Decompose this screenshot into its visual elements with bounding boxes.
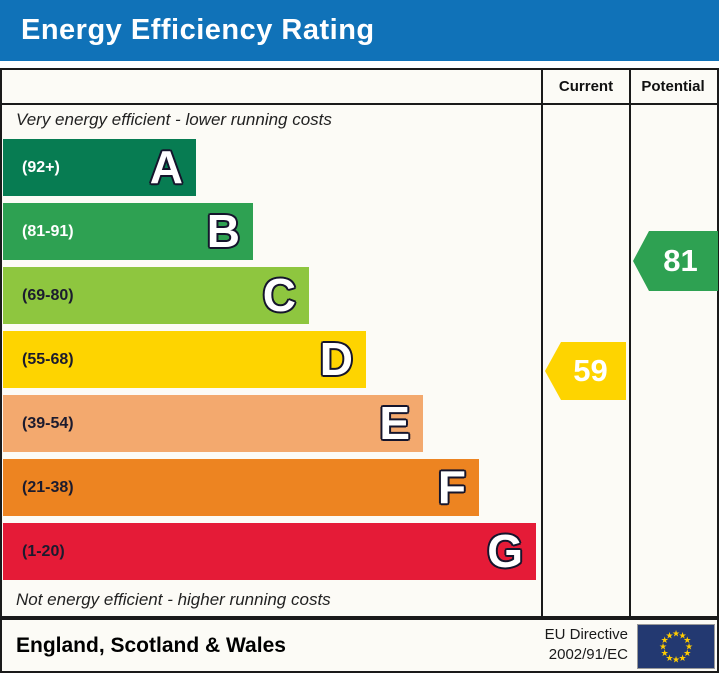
band-row: (81-91) B	[3, 203, 253, 260]
band-range: (69-80)	[22, 287, 74, 304]
band-range: (39-54)	[22, 415, 74, 432]
svg-text:★: ★	[665, 654, 673, 664]
band-row: (39-54) E	[3, 395, 423, 452]
eu-directive-line2: 2002/91/EC	[548, 646, 628, 663]
title-bar: Energy Efficiency Rating	[0, 0, 719, 61]
band-letter: B	[206, 205, 240, 257]
band-range: (21-38)	[22, 479, 74, 496]
svg-text:★: ★	[672, 656, 680, 666]
band-range: (92+)	[22, 159, 60, 176]
potential-column-header: Potential	[641, 78, 705, 95]
current-rating-arrow: 59	[545, 342, 626, 400]
potential-rating-value: 81	[663, 243, 698, 278]
energy-rating-chart: Current Potential Very energy efficient …	[0, 68, 719, 618]
footer: England, Scotland & Wales EU Directive 2…	[0, 618, 719, 673]
band-row: (55-68) D	[3, 331, 366, 388]
band-letter: D	[319, 333, 353, 385]
band-letter: E	[379, 397, 410, 449]
eu-directive-label: EU Directive 2002/91/EC	[545, 625, 628, 665]
eu-flag-icon: ★ ★ ★ ★ ★ ★ ★ ★ ★ ★ ★ ★	[637, 624, 715, 669]
band-letter: F	[437, 461, 466, 513]
current-rating-value: 59	[573, 353, 608, 388]
band-row: (69-80) C	[3, 267, 309, 324]
svg-text:★: ★	[661, 636, 669, 646]
bottom-note: Not energy efficient - higher running co…	[16, 590, 331, 609]
current-column-divider	[541, 70, 543, 616]
band-row: (1-20) G	[3, 523, 536, 580]
svg-text:★: ★	[683, 649, 691, 659]
band-row: (92+) A	[3, 139, 196, 196]
top-note: Very energy efficient - lower running co…	[16, 110, 332, 129]
column-header-row	[2, 70, 717, 105]
current-column-header: Current	[558, 78, 614, 95]
svg-text:★: ★	[661, 649, 669, 659]
band-letter: A	[149, 141, 183, 193]
page-title: Energy Efficiency Rating	[21, 14, 375, 46]
region-label: England, Scotland & Wales	[16, 634, 286, 657]
svg-text:★: ★	[678, 631, 686, 641]
svg-text:★: ★	[665, 631, 673, 641]
band-range: (55-68)	[22, 351, 74, 368]
svg-text:★: ★	[683, 636, 691, 646]
svg-text:★: ★	[659, 643, 667, 653]
band-letter: G	[487, 525, 523, 577]
band-range: (1-20)	[22, 543, 65, 560]
potential-rating-arrow: 81	[633, 231, 718, 291]
eu-directive-line1: EU Directive	[544, 626, 628, 643]
svg-text:★: ★	[685, 643, 693, 653]
band-letter: C	[262, 269, 296, 321]
band-row: (21-38) F	[3, 459, 479, 516]
svg-text:★: ★	[672, 630, 680, 640]
potential-column-divider	[629, 70, 631, 616]
band-range: (81-91)	[22, 223, 74, 240]
svg-text:★: ★	[678, 654, 686, 664]
